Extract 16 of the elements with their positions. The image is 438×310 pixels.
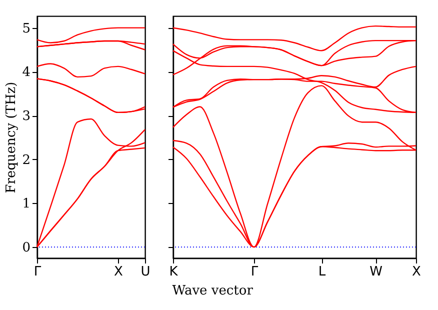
x-tick-label: X bbox=[114, 264, 124, 280]
x-tick-label: W bbox=[370, 264, 383, 280]
y-tick-label: 2 bbox=[22, 152, 30, 168]
x-axis-title: Wave vector bbox=[172, 284, 254, 299]
y-tick-label: 5 bbox=[22, 21, 30, 36]
x-tick-label: U bbox=[140, 264, 150, 280]
x-tick-label: X bbox=[412, 264, 422, 280]
x-tick-label: Γ bbox=[250, 264, 259, 280]
x-tick-label: L bbox=[318, 264, 326, 280]
y-tick-label: 3 bbox=[22, 109, 30, 124]
y-tick-label: 4 bbox=[22, 65, 30, 80]
x-tick-label: Γ bbox=[34, 264, 42, 280]
y-tick-label: 0 bbox=[22, 240, 30, 256]
y-tick-label: 1 bbox=[22, 196, 30, 212]
x-tick-label: K bbox=[169, 264, 178, 280]
y-axis-title: Frequency (THz) bbox=[4, 82, 20, 194]
